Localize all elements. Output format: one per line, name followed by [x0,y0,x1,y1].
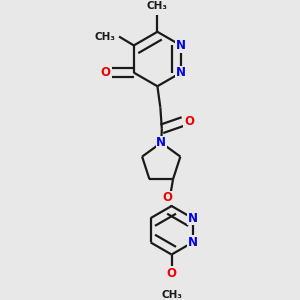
Text: N: N [188,212,198,225]
Text: N: N [188,236,198,249]
Text: O: O [163,191,173,204]
Text: CH₃: CH₃ [161,290,182,300]
Text: O: O [167,267,177,280]
Text: N: N [156,136,166,149]
Text: CH₃: CH₃ [147,1,168,11]
Text: O: O [184,115,194,128]
Text: O: O [101,66,111,79]
Text: N: N [176,39,186,52]
Text: CH₃: CH₃ [94,32,116,42]
Text: N: N [176,66,186,79]
